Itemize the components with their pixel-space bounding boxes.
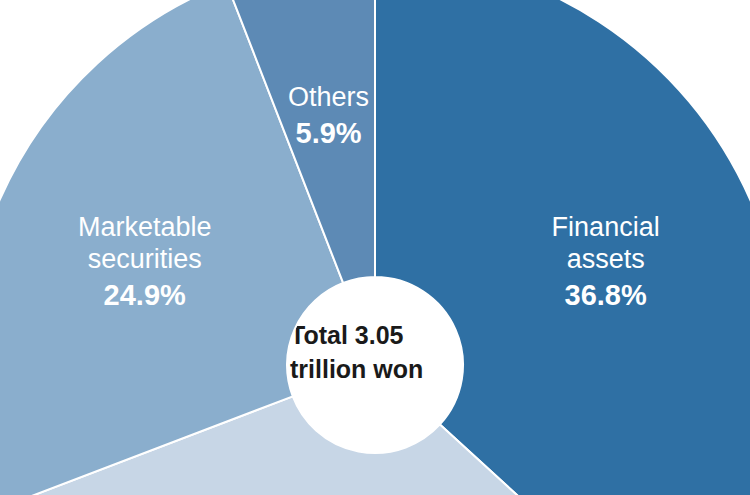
svg-text:24.9%: 24.9% — [104, 279, 186, 311]
svg-text:5.9%: 5.9% — [296, 117, 362, 149]
svg-text:Financial: Financial — [552, 212, 660, 242]
svg-text:Total 3.05: Total 3.05 — [290, 321, 410, 349]
svg-text:assets: assets — [567, 244, 645, 274]
svg-text:trillion won: trillion won — [290, 355, 423, 383]
svg-text:Marketable: Marketable — [78, 212, 212, 242]
svg-text:36.8%: 36.8% — [565, 279, 647, 311]
svg-text:Others: Others — [288, 82, 369, 112]
svg-text:securities: securities — [88, 244, 202, 274]
